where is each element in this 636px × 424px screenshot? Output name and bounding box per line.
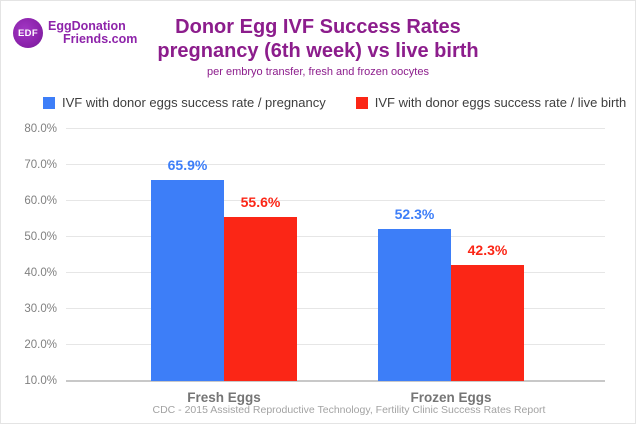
bar-value-frozen-eggs-pregnancy: 52.3%: [394, 205, 435, 222]
bar-frozen-eggs-live-birth: 42.3%: [451, 242, 524, 381]
gridline-50: [66, 236, 605, 237]
gridline-80: [66, 128, 605, 129]
legend-item-pregnancy: IVF with donor eggs success rate / pregn…: [43, 95, 326, 110]
gridline-60: [66, 200, 605, 201]
chart-subtitle: per embryo transfer, fresh and frozen oo…: [207, 66, 429, 78]
bar-value-fresh-eggs-pregnancy: 65.9%: [167, 156, 208, 173]
bar-frozen-eggs-pregnancy: 52.3%: [378, 206, 451, 381]
brand-name-line1: EggDonation: [48, 19, 126, 33]
logo-monogram: EDF: [18, 27, 38, 39]
brand-name: EggDonation Friends.com: [48, 20, 137, 46]
chart-title-line2: pregnancy (6th week) vs live birth: [157, 40, 479, 62]
gridline-70: [66, 164, 605, 165]
x-axis-label-fresh-eggs: Fresh Eggs: [187, 390, 261, 405]
y-tick-label-50: 50.0%: [24, 231, 57, 243]
legend-item-live-birth: IVF with donor eggs success rate / live …: [355, 95, 627, 110]
gridline-30: [66, 308, 605, 309]
edf-logo-icon: EDF: [13, 18, 43, 48]
y-tick-label-40: 40.0%: [24, 267, 57, 279]
chart-title-line1: Donor Egg IVF Success Rates: [175, 16, 461, 38]
x-axis-baseline: [66, 380, 605, 382]
legend-swatch-red-icon: [355, 96, 368, 109]
plot-area: 80.0% 70.0% 60.0% 50.0% 40.0% 30.0% 20.0% 10.0%…: [24, 123, 605, 405]
chart-legend: IVF with donor eggs success rate / pregn…: [43, 95, 626, 110]
bar-fresh-eggs-live-birth: 55.6%: [224, 194, 297, 381]
bar-fresh-eggs-pregnancy: 65.9%: [151, 157, 224, 381]
bar-group-frozen-eggs: 52.3% 42.3%: [378, 206, 524, 381]
y-tick-label-80: 80.0%: [24, 123, 57, 135]
source-note: CDC - 2015 Assisted Reproductive Technol…: [152, 404, 546, 416]
y-tick-label-60: 60.0%: [24, 195, 57, 207]
legend-label-live-birth: IVF with donor eggs success rate / live …: [374, 95, 627, 110]
y-tick-label-20: 20.0%: [24, 339, 57, 351]
y-tick-label-10: 10.0%: [24, 375, 57, 387]
gridline-40: [66, 272, 605, 273]
y-tick-label-70: 70.0%: [24, 159, 57, 171]
brand-name-line2: Friends.com: [63, 32, 138, 46]
bar-value-fresh-eggs-live-birth: 55.6%: [240, 193, 281, 210]
y-tick-label-30: 30.0%: [24, 303, 57, 315]
gridline-20: [66, 344, 605, 345]
x-axis-label-frozen-eggs: Frozen Eggs: [410, 390, 492, 405]
brand-logo: EDF EggDonation Friends.com: [13, 18, 137, 48]
bar-value-frozen-eggs-live-birth: 42.3%: [467, 241, 508, 258]
legend-swatch-blue-icon: [43, 96, 55, 109]
bar-group-fresh-eggs: 65.9% 55.6%: [151, 157, 297, 381]
legend-label-pregnancy: IVF with donor eggs success rate / pregn…: [62, 95, 326, 110]
chart-title-block: Donor Egg IVF Success Rates pregnancy (6…: [1, 15, 635, 79]
